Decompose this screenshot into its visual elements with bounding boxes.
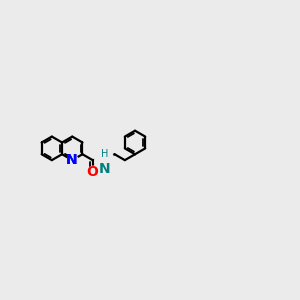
Text: N: N (66, 153, 77, 167)
Text: O: O (87, 165, 99, 179)
Text: H: H (101, 148, 108, 158)
Text: N: N (99, 162, 110, 176)
Text: N: N (66, 153, 77, 167)
